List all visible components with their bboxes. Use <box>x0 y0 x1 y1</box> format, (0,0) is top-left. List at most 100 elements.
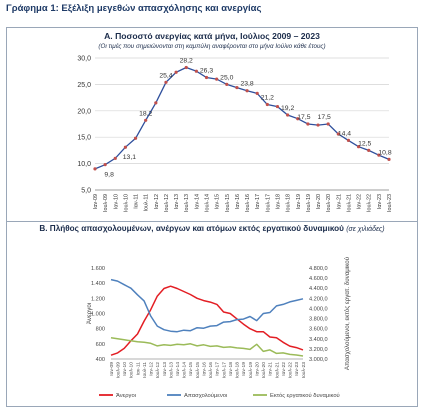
y-right-tick-label: 4.000,0 <box>309 306 328 312</box>
x-tick-label: Ιαν-14 <box>175 362 181 376</box>
unemployment-rate-line <box>94 66 390 170</box>
x-tick-label: Ιαν-14 <box>194 194 200 209</box>
x-tick-label: Ιαν-13 <box>162 362 168 376</box>
data-label: 25,0 <box>220 74 233 81</box>
data-label: 23,8 <box>240 81 253 88</box>
data-point <box>113 156 117 160</box>
x-tick-label: Ιαν-20 <box>316 194 322 209</box>
data-point <box>215 77 219 81</box>
y-right-tick-label: 4.800,0 <box>309 266 328 272</box>
data-point <box>316 123 320 127</box>
data-label: 21,2 <box>261 94 274 101</box>
data-point <box>336 132 340 136</box>
data-point <box>133 136 138 140</box>
data-point <box>356 145 361 149</box>
employment-chart: 400 600 800 1.000 1.200 1.400 1.600 3.000,0 3.20… <box>86 256 351 399</box>
x-tick-label: Ιουλ-11 <box>144 194 150 212</box>
x-tick-label: Ιουλ-12 <box>164 194 170 212</box>
x-tick-label: Ιαν-15 <box>188 362 194 376</box>
data-label: 26,3 <box>200 68 213 75</box>
x-tick-label: Ιαν-17 <box>255 194 261 209</box>
data-point <box>225 82 229 86</box>
x-tick-label: Ιουλ-16 <box>245 194 251 212</box>
x-tick-label: Ιουλ-09 <box>103 194 109 212</box>
data-point <box>144 118 148 122</box>
y-right-tick-label: 3.000,0 <box>309 357 328 363</box>
chart-a-subtitle: (Οι τιμές που σημειώνονται στη καμπύλη α… <box>98 43 326 50</box>
x-tick-label: Ιαν-21 <box>336 194 342 209</box>
y-left-axis-title: Άνεργοι <box>86 302 93 324</box>
data-point <box>103 163 107 167</box>
chart-b-title: Β. Πλήθος απασχολουμένων, ανέργων και ατ… <box>7 224 417 233</box>
y-right-tick-label: 4.600,0 <box>309 276 328 282</box>
employed-line <box>110 278 304 333</box>
x-tick-label: Ιουλ-14 <box>182 362 188 379</box>
data-label: 18,2 <box>139 110 152 117</box>
x-tick-label: Ιουλ-18 <box>235 362 241 379</box>
y-tick-label: 20,0 <box>77 108 91 115</box>
x-tick-label: Ιουλ-17 <box>221 362 227 379</box>
data-point <box>255 91 259 95</box>
data-label: 12,5 <box>358 140 371 147</box>
x-tick-label: Ιουλ-09 <box>115 362 121 379</box>
data-point <box>296 117 300 121</box>
x-tick-label: Ιαν-09 <box>93 194 99 209</box>
x-tick-label: Ιαν-10 <box>122 362 128 376</box>
data-label: 19,2 <box>281 105 294 112</box>
x-tick-label: Ιαν-09 <box>109 362 115 376</box>
y-left-tick-label: 1.400 <box>91 281 105 287</box>
unemployed-line <box>110 285 304 356</box>
x-tick-label: Ιαν-23 <box>377 194 383 209</box>
data-point <box>194 69 198 73</box>
data-label: 10,8 <box>378 149 391 156</box>
chart-frame: Α. Ποσοστό ανεργίας κατά μήνα, Ιούλιος 2… <box>6 27 418 407</box>
x-tick-label: Ιουλ-13 <box>184 194 190 212</box>
data-label: 17,5 <box>318 114 331 121</box>
data-point <box>286 113 290 117</box>
x-tick-label: Ιαν-20 <box>254 362 260 376</box>
y-right-tick-label: 3.800,0 <box>309 317 328 323</box>
x-tick-label: Ιουλ-21 <box>346 194 352 212</box>
y-left-tick-label: 800 <box>96 327 105 333</box>
data-point <box>184 65 188 70</box>
x-tick-label: Ιουλ-17 <box>265 194 271 212</box>
chart-b-title-text: Β. Πλήθος απασχολουμένων, ανέργων και ατ… <box>39 224 344 233</box>
figure-title: Γράφημα 1: Εξέλιξη μεγεθών απασχόλησης κ… <box>6 3 262 14</box>
data-label: 14,4 <box>338 130 351 137</box>
data-point <box>265 102 269 107</box>
x-tick-label: Ιουλ-22 <box>288 362 294 379</box>
inactive-line <box>110 337 304 357</box>
data-label: 28,2 <box>180 58 193 65</box>
x-tick-label: Ιουλ-15 <box>225 194 231 212</box>
x-tick-label: Ιουλ-20 <box>261 362 267 379</box>
x-tick-label: Ιαν-23 <box>294 362 300 376</box>
data-point <box>245 89 249 93</box>
x-tick-label: Ιουλ-19 <box>248 362 254 379</box>
chart-b-unit: (σε χιλιάδες) <box>346 226 385 233</box>
data-point <box>367 148 371 152</box>
y-right-tick-label: 3.200,0 <box>309 347 328 353</box>
data-point <box>174 70 178 74</box>
y-left-tick-label: 400 <box>96 357 105 363</box>
y-tick-label: 25,0 <box>77 82 91 89</box>
x-tick-label: Ιαν-21 <box>268 362 274 376</box>
x-tick-label: Ιουλ-19 <box>306 194 312 212</box>
x-tick-label: Ιαν-19 <box>241 362 247 376</box>
y-tick-label: 30,0 <box>77 56 91 63</box>
y-tick-label: 15,0 <box>77 135 91 142</box>
x-tick-label: Ιουλ-12 <box>155 362 161 379</box>
unemployment-rate-chart: 5,0 10,0 15,0 20,0 25,0 30,0 Ιαν-09 Ιουλ-09 Ιαν-… <box>77 56 393 212</box>
data-point <box>306 122 310 126</box>
y-left-tick-label: 1.600 <box>91 266 105 272</box>
data-point <box>275 104 280 109</box>
panel-divider <box>7 221 417 222</box>
data-point <box>235 85 239 90</box>
x-tick-label: Ιαν-11 <box>134 194 140 209</box>
data-point <box>164 80 168 84</box>
y-tick-label: 5,0 <box>81 188 91 195</box>
x-tick-label: Ιουλ-14 <box>205 194 211 212</box>
x-tick-label: Ιουλ-20 <box>326 194 332 212</box>
y-right-tick-label: 3.400,0 <box>309 337 328 343</box>
x-tick-label: Ιαν-16 <box>235 194 241 209</box>
x-tick-label: Ιαν-11 <box>135 362 141 376</box>
